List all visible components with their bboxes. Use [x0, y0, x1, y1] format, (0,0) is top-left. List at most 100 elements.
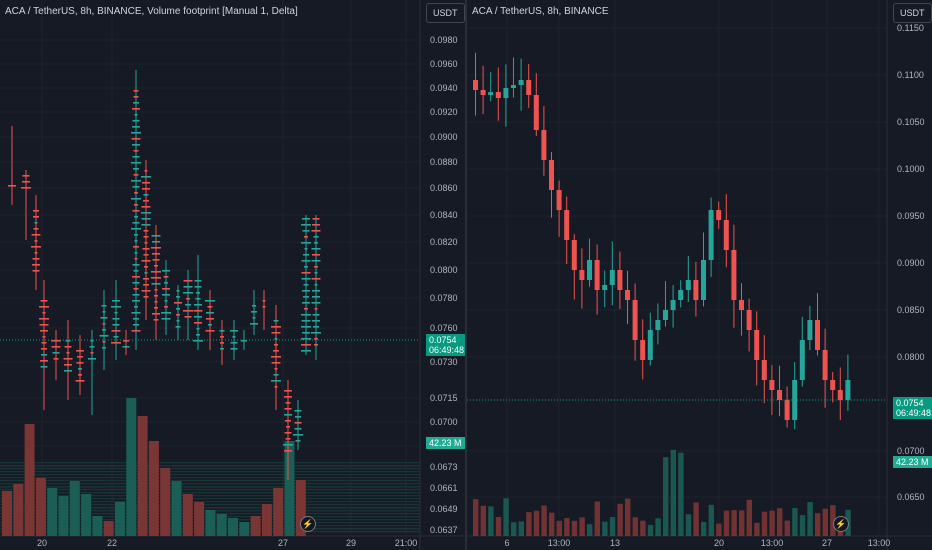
volume-bar [35, 478, 46, 536]
price-tick-label: 0.0673 [430, 462, 458, 472]
candlestick-chart[interactable]: 0.1150 0.1100 0.1050 0.1000 0.0950 0.0900 0.08… [467, 0, 932, 550]
footprint-cell [164, 282, 168, 284]
footprint-cell [151, 235, 161, 237]
price-tick-label: 0.1150 [897, 23, 924, 33]
volume-bar [746, 499, 752, 536]
countdown-right: 06:49:48 [896, 408, 932, 418]
footprint-cell [301, 338, 311, 340]
footprint-cell [196, 292, 200, 294]
footprint-cell [154, 295, 158, 297]
footprint-cell [271, 332, 281, 334]
footprint-cell [34, 222, 38, 224]
footprint-cell [102, 341, 106, 343]
footprint-cell [132, 186, 140, 188]
chart-pane-left[interactable]: 0.0980 0.0960 0.0940 0.0920 0.0900 0.0880 0.08… [0, 0, 465, 550]
footprint-cell [163, 276, 169, 278]
footprint-cell [143, 278, 149, 280]
volume-bar [250, 516, 261, 536]
volume-bar [617, 503, 623, 536]
chart-pane-right[interactable]: 0.1150 0.1100 0.1050 0.1000 0.0950 0.0900 0.08… [467, 0, 932, 550]
volume-tag-left: 42.23 M [426, 437, 465, 449]
price-tick-label: 0.0700 [430, 417, 458, 427]
footprint-cell [133, 324, 139, 326]
footprint-cell [176, 314, 180, 316]
footprint-cell [285, 420, 291, 422]
footprint-cell [302, 332, 310, 334]
chart-legend-right[interactable]: ACA / TetherUS, 8h, BINANCE [472, 6, 609, 17]
footprint-cell [152, 241, 160, 243]
footprint-cell [302, 290, 310, 292]
footprint-cell [22, 175, 30, 177]
footprint-cell [64, 370, 72, 372]
volume-bar [708, 504, 714, 536]
volume-bar [761, 511, 768, 536]
candle-body [784, 400, 790, 420]
footprint-cell [123, 340, 129, 342]
volume-profile-row [0, 498, 420, 500]
lightning-icon[interactable]: ⚡ [300, 516, 316, 532]
footprint-cell [134, 306, 138, 308]
candle-body [655, 320, 661, 330]
candle-body [723, 220, 729, 250]
footprint-cell [134, 216, 138, 218]
footprint-cell [301, 224, 311, 226]
candle-body [609, 270, 615, 285]
footprint-cell [33, 216, 39, 218]
footprint-cell [133, 168, 139, 170]
footprint-cell [274, 338, 278, 340]
footprint-cell [311, 260, 321, 262]
chart-legend-left[interactable]: ACA / TetherUS, 8h, BINANCE, Volume foot… [5, 6, 298, 17]
candle-body [746, 310, 752, 330]
footprint-cell [77, 356, 83, 358]
candle-body [495, 92, 501, 98]
footprint-cell [274, 368, 278, 370]
footprint-cell [132, 276, 140, 278]
footprint-cell [314, 284, 318, 286]
footprint-cell [134, 240, 138, 242]
pane-divider[interactable] [465, 0, 467, 550]
candle-body [685, 280, 691, 290]
footprint-cell [133, 318, 139, 320]
volume-profile-row [0, 501, 420, 503]
price-tick-label: 0.0730 [430, 357, 458, 367]
footprint-cell [41, 348, 47, 350]
footprint-cell [112, 318, 120, 320]
volume-bar [533, 510, 540, 536]
candle-body [799, 340, 805, 380]
footprint-cell [164, 306, 168, 308]
footprint-cell [143, 230, 149, 232]
footprint-cell [312, 314, 320, 316]
footprint-cell [176, 290, 180, 292]
footprint-cell [141, 224, 151, 226]
footprint-chart[interactable]: 0.0980 0.0960 0.0940 0.0920 0.0900 0.0880 0.08… [0, 0, 465, 550]
footprint-cell [75, 380, 85, 382]
candle-body [511, 85, 516, 88]
footprint-cell [133, 96, 139, 98]
volume-bar [678, 452, 684, 536]
candle-body [625, 290, 630, 300]
footprint-cell [312, 290, 320, 292]
footprint-cell [33, 210, 39, 212]
footprint-cell [32, 270, 40, 272]
time-tick-label: 20 [714, 538, 724, 548]
footprint-cell [271, 326, 281, 328]
footprint-cell [151, 283, 161, 285]
footprint-cell [143, 254, 149, 256]
volume-bar [701, 521, 707, 536]
price-tick-label: 0.0637 [430, 525, 458, 535]
volume-bar [284, 441, 295, 536]
footprint-cell [141, 218, 151, 220]
volume-bar [602, 521, 608, 536]
lightning-icon[interactable]: ⚡ [833, 516, 849, 532]
footprint-cell [230, 342, 238, 344]
volume-bar [295, 480, 306, 536]
footprint-cell [144, 266, 148, 268]
footprint-cell [302, 302, 310, 304]
footprint-cell [131, 198, 141, 200]
volume-profile-row [0, 495, 420, 497]
currency-button-right[interactable]: USDT [893, 3, 932, 23]
footprint-cell [303, 284, 309, 286]
candle-body [731, 250, 737, 300]
currency-button-left[interactable]: USDT [426, 3, 465, 23]
volume-bar [160, 468, 171, 536]
